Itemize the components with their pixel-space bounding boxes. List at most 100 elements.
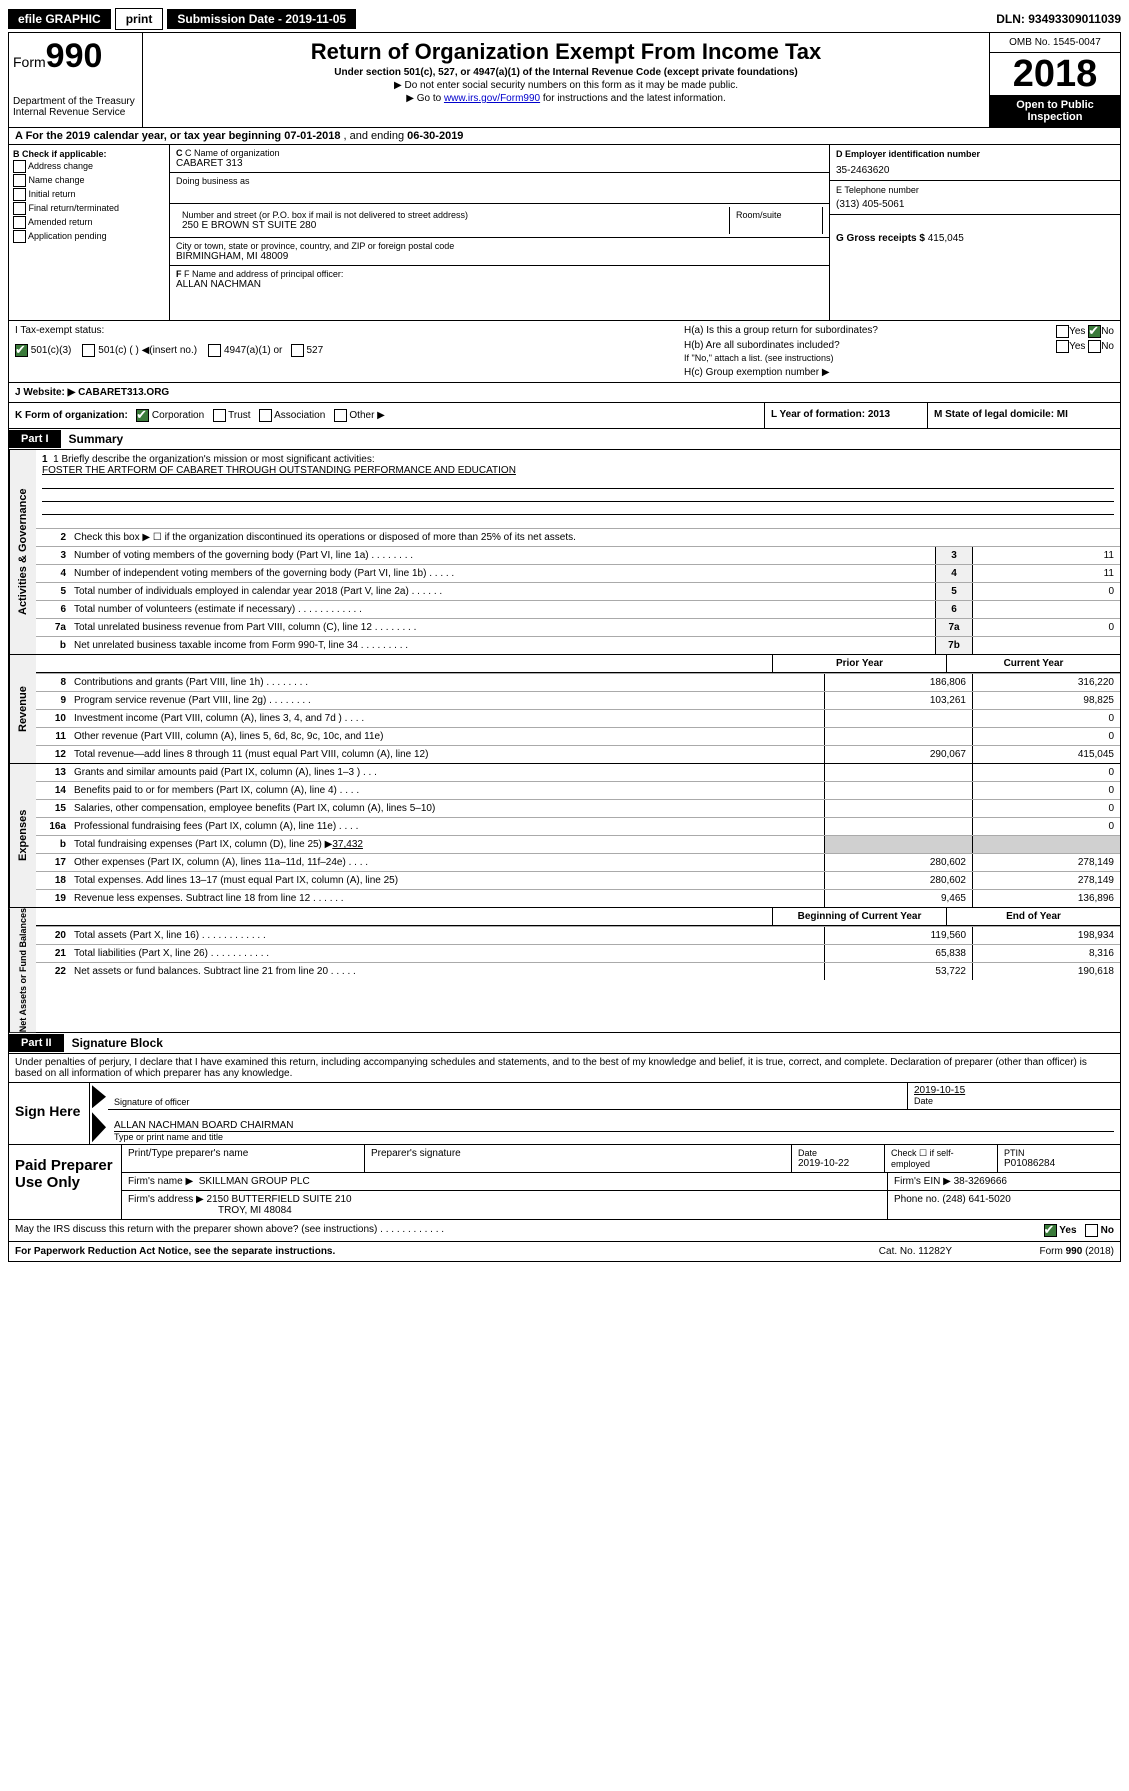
line-12: Total revenue—add lines 8 through 11 (mu… [70,746,824,763]
dln: DLN: 93493309011039 [996,12,1121,26]
line-20: Total assets (Part X, line 16) . . . . .… [70,927,824,944]
cb-501c3[interactable] [15,344,28,357]
org-name-label: C C Name of organization [176,148,823,158]
line-17: Other expenses (Part IX, column (A), lin… [70,854,824,871]
line-3: Number of voting members of the governin… [70,547,935,564]
cb-name-change[interactable]: Name change [13,174,165,187]
cb-trust[interactable] [213,409,226,422]
print-button[interactable]: print [115,8,164,30]
line-3-value: 11 [972,547,1120,564]
line-6: Total number of volunteers (estimate if … [70,601,935,618]
vlabel-governance: Activities & Governance [9,450,36,654]
ein: 35-2463620 [836,165,1114,176]
top-bar: efile GRAPHIC print Submission Date - 20… [8,8,1121,30]
prep-name-label: Print/Type preparer's name [122,1145,365,1172]
address: 250 E BROWN ST SUITE 280 [182,220,723,231]
officer-name: ALLAN NACHMAN [176,279,823,290]
discuss-yes[interactable] [1044,1224,1057,1237]
tax-exempt-label: I Tax-exempt status: [15,325,672,336]
instructions-link[interactable]: www.irs.gov/Form990 [444,93,540,104]
cb-initial-return[interactable]: Initial return [13,188,165,201]
tax-year: 2018 [990,53,1120,95]
penalty-declaration: Under penalties of perjury, I declare th… [9,1054,1120,1083]
department: Department of the Treasury Internal Reve… [13,96,138,118]
line-21: Total liabilities (Part X, line 26) . . … [70,945,824,962]
prep-self-employed: Check ☐ if self-employed [885,1145,998,1172]
line-1-label: 1 1 Briefly describe the organization's … [42,454,1114,465]
arrow-icon [92,1112,106,1142]
gross-label: G Gross receipts $ [836,233,928,244]
part-2-label: Part II [9,1034,64,1052]
h-c: H(c) Group exemption number ▶ [684,367,1114,378]
cb-4947[interactable] [208,344,221,357]
submission-date: Submission Date - 2019-11-05 [167,9,356,29]
discuss-no[interactable] [1085,1224,1098,1237]
line-5: Total number of individuals employed in … [70,583,935,600]
subtitle-1: Under section 501(c), 527, or 4947(a)(1)… [151,67,981,78]
line-19: Revenue less expenses. Subtract line 18 … [70,890,824,907]
footer-cat: Cat. No. 11282Y [873,1246,958,1257]
form-990: Form990 Department of the Treasury Inter… [8,32,1121,1262]
dba-label: Doing business as [176,176,823,186]
vlabel-expenses: Expenses [9,764,36,907]
firm-phone: (248) 641-5020 [942,1194,1010,1205]
org-name: CABARET 313 [176,158,823,169]
prep-sig-label: Preparer's signature [365,1145,792,1172]
row-a-tax-year: A For the 2019 calendar year, or tax yea… [9,128,1120,145]
telephone: (313) 405-5061 [836,199,1114,210]
h-b-note: If "No," attach a list. (see instruction… [684,353,1114,363]
cb-amended[interactable]: Amended return [13,216,165,229]
current-year-header: Current Year [946,655,1120,672]
line-8: Contributions and grants (Part VIII, lin… [70,674,824,691]
line-4: Number of independent voting members of … [70,565,935,582]
line-13: Grants and similar amounts paid (Part IX… [70,764,824,781]
city: BIRMINGHAM, MI 48009 [176,251,823,262]
cb-corporation[interactable] [136,409,149,422]
line-7a: Total unrelated business revenue from Pa… [70,619,935,636]
line-16b: Total fundraising expenses (Part IX, col… [70,836,824,853]
open-to-public: Open to Public Inspection [990,95,1120,127]
part-1-title: Summary [61,429,132,449]
line-2: Check this box ▶ ☐ if the organization d… [70,529,1120,546]
beginning-year-header: Beginning of Current Year [772,908,946,925]
vlabel-revenue: Revenue [9,655,36,763]
line-7a-value: 0 [972,619,1120,636]
line-18: Total expenses. Add lines 13–17 (must eq… [70,872,824,889]
discuss-text: May the IRS discuss this return with the… [15,1224,1044,1237]
room-label: Room/suite [736,210,816,220]
cb-other[interactable] [334,409,347,422]
firm-address-1: 2150 BUTTERFIELD SUITE 210 [207,1194,352,1205]
cb-application-pending[interactable]: Application pending [13,230,165,243]
firm-address-2: TROY, MI 48084 [218,1205,292,1216]
line-4-value: 11 [972,565,1120,582]
website-value: CABARET313.ORG [78,387,169,398]
prep-date: 2019-10-22 [798,1158,878,1169]
form-title: Return of Organization Exempt From Incom… [151,39,981,65]
line-11: Other revenue (Part VIII, column (A), li… [70,728,824,745]
line-10: Investment income (Part VIII, column (A)… [70,710,824,727]
cb-501c[interactable] [82,344,95,357]
cb-final-return[interactable]: Final return/terminated [13,202,165,215]
omb-number: OMB No. 1545-0047 [990,33,1120,53]
cb-association[interactable] [259,409,272,422]
line-5-value: 0 [972,583,1120,600]
prior-year-header: Prior Year [772,655,946,672]
cb-527[interactable] [291,344,304,357]
subtitle-3: ▶ Go to www.irs.gov/Form990 for instruct… [151,93,981,104]
efile-button[interactable]: efile GRAPHIC [8,9,111,29]
h-a: H(a) Is this a group return for subordin… [684,325,1114,336]
officer-print-name: ALLAN NACHMAN BOARD CHAIRMAN [114,1112,1114,1132]
officer-label: F F Name and address of principal office… [176,269,823,279]
line-7b: Net unrelated business taxable income fr… [70,637,935,654]
year-formation: L Year of formation: 2013 [764,403,927,428]
footer-form: Form 990 (2018) [958,1246,1120,1257]
footer-left: For Paperwork Reduction Act Notice, see … [15,1246,335,1257]
state-domicile: M State of legal domicile: MI [927,403,1120,428]
address-label: Number and street (or P.O. box if mail i… [182,210,723,220]
ein-label: D Employer identification number [836,149,1114,159]
end-year-header: End of Year [946,908,1120,925]
part-2-title: Signature Block [64,1033,171,1053]
form-number: Form990 [13,37,138,76]
cb-address-change[interactable]: Address change [13,160,165,173]
line-15: Salaries, other compensation, employee b… [70,800,824,817]
